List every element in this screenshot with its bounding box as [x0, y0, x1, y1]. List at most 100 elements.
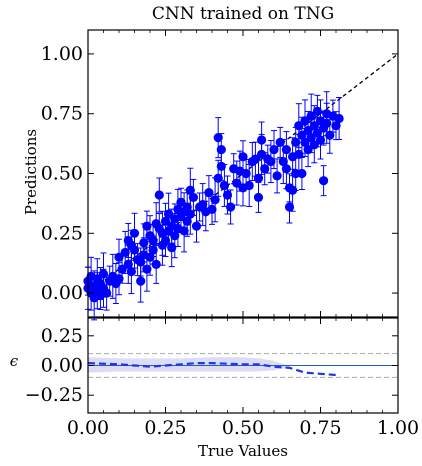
data-point	[136, 259, 146, 303]
data-point	[117, 254, 127, 284]
data-marker	[281, 164, 291, 174]
data-marker	[294, 121, 304, 131]
y-tick-label: 0.00	[41, 282, 83, 304]
data-point	[334, 96, 344, 140]
data-marker	[222, 190, 233, 200]
data-marker	[297, 130, 307, 140]
data-marker	[123, 259, 133, 269]
data-marker	[164, 209, 174, 219]
residual-y-tick-label: −0.25	[25, 384, 83, 406]
residual-y-tick-label: 0.00	[41, 355, 83, 377]
data-point	[272, 158, 282, 194]
data-marker	[312, 106, 322, 116]
data-marker	[257, 135, 267, 145]
data-point	[325, 116, 335, 154]
data-point	[269, 130, 279, 170]
data-marker	[226, 202, 236, 212]
data-marker	[167, 243, 177, 253]
data-point	[129, 231, 140, 269]
data-marker	[260, 164, 270, 174]
x-tick-label: 0.25	[144, 417, 186, 439]
y-tick-label: 0.25	[41, 222, 83, 244]
data-marker	[170, 231, 180, 241]
data-marker	[213, 133, 223, 143]
data-marker	[319, 176, 329, 186]
x-tick-label: 0.50	[222, 417, 264, 439]
residual-y-tick-label: 0.25	[41, 325, 83, 347]
data-point	[244, 163, 254, 207]
data-marker	[278, 156, 288, 167]
data-marker	[148, 245, 158, 255]
y-axis-label: Predictions	[22, 129, 40, 215]
data-marker	[303, 144, 313, 155]
data-point	[198, 183, 208, 227]
data-marker	[275, 137, 285, 148]
data-marker	[291, 137, 301, 148]
data-marker	[334, 113, 344, 124]
data-marker	[154, 190, 164, 200]
y-tick-label: 0.75	[41, 103, 83, 125]
data-point	[151, 244, 161, 284]
data-point	[297, 157, 307, 190]
data-marker	[266, 156, 276, 167]
data-marker	[269, 144, 279, 155]
x-axis-label: True Values	[198, 442, 288, 460]
residual-y-axis-label: ϵ	[10, 352, 19, 370]
data-point	[170, 213, 180, 259]
data-point	[275, 126, 285, 158]
data-marker	[309, 121, 319, 131]
data-marker	[117, 264, 127, 274]
data-marker	[312, 128, 322, 138]
data-marker	[294, 149, 304, 159]
data-marker	[284, 202, 295, 212]
data-marker	[288, 185, 298, 195]
data-marker	[120, 247, 130, 258]
data-marker	[331, 121, 341, 131]
data-marker	[232, 178, 242, 188]
data-marker	[145, 252, 155, 262]
data-marker	[185, 185, 195, 195]
uncertainty-band	[88, 357, 290, 373]
data-point	[226, 189, 236, 225]
data-marker	[198, 199, 208, 210]
data-point	[185, 193, 195, 235]
data-marker	[300, 137, 310, 148]
data-marker	[129, 245, 140, 255]
data-point	[322, 102, 332, 144]
data-marker	[102, 288, 112, 298]
data-marker	[250, 154, 260, 164]
data-marker	[241, 168, 251, 179]
data-marker	[151, 259, 161, 269]
data-point	[188, 178, 198, 216]
data-marker	[315, 135, 326, 145]
data-point	[306, 93, 316, 139]
residual-panel: ϵ −0.25 0.00 0.25 0.00 0.25 0.50 0.75 1.00 Tru…	[10, 317, 419, 460]
x-tick-label: 0.00	[67, 417, 109, 439]
y-tick-label: 0.50	[41, 163, 83, 185]
data-marker	[306, 111, 316, 121]
data-marker	[182, 216, 192, 226]
data-marker	[210, 195, 220, 205]
data-point	[154, 177, 164, 213]
data-marker	[176, 197, 186, 207]
data-point	[300, 99, 310, 143]
data-marker	[281, 144, 291, 155]
x-tick-label: 0.75	[299, 417, 341, 439]
data-marker	[160, 216, 171, 226]
data-point	[157, 224, 167, 266]
data-points	[83, 91, 344, 321]
data-marker	[142, 221, 152, 231]
data-marker	[207, 204, 217, 214]
data-point	[219, 163, 229, 207]
y-tick-label: 1.00	[41, 43, 83, 65]
residual-series-line	[87, 362, 337, 377]
data-marker	[253, 173, 264, 183]
data-marker	[136, 276, 146, 286]
data-marker	[160, 235, 171, 246]
data-marker	[142, 264, 152, 274]
data-point	[253, 155, 264, 201]
data-marker	[300, 116, 310, 126]
data-marker	[191, 221, 202, 231]
data-marker	[204, 188, 214, 198]
